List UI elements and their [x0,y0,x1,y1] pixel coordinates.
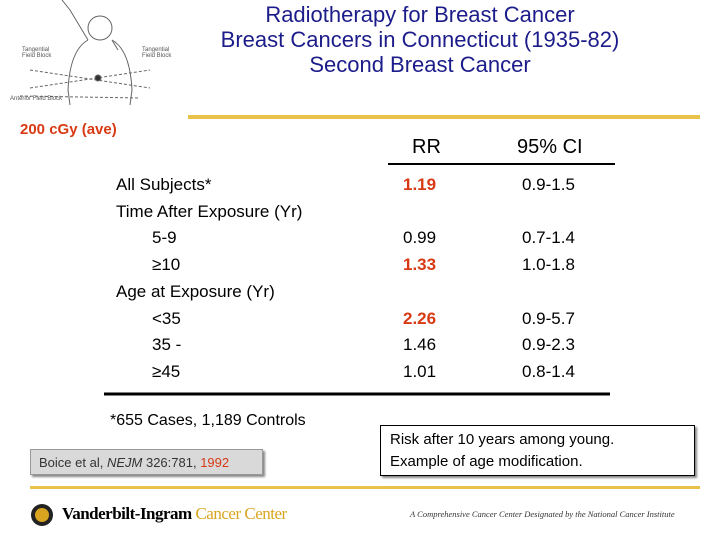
title-line: Radiotherapy for Breast Cancer [265,2,575,27]
ci-value: 1.0-1.8 [522,255,575,275]
rr-value: 2.26 [403,308,437,328]
citation-year: 1992 [200,455,230,470]
figure-label: Tangential Field Block [22,47,52,59]
note-line: Example of age modification. [390,453,583,470]
footer-name-accent: Cancer Center [195,504,287,523]
rr-value: 1.46 [403,335,437,355]
footnote: *655 Cases, 1,189 Controls [110,412,306,429]
ci-value: 0.7-1.4 [522,228,575,248]
subtitle: 200 cGy (ave) [20,121,117,138]
rr-value: 1.33 [403,255,437,275]
note-box: Risk after 10 years among young. Example… [380,425,695,476]
footer-line [30,486,700,489]
rr-value: 1.19 [403,175,437,194]
citation-ref: 326:781, [145,455,197,470]
citation: Boice et al, NEJM 326:781, 1992 [30,449,263,475]
figure-label: Anterior Field Block [10,96,63,102]
row-label: Time After Exposure (Yr) [116,201,303,221]
rr-value: 1.01 [403,361,437,381]
accent-line [188,115,700,119]
figure-label: Tangential Field Block [142,47,172,59]
ci-value: 0.9-1.5 [522,175,575,194]
column-header: RR [412,136,441,158]
rr-value: 0.99 [403,228,437,248]
row-label: ≥45 [152,361,181,381]
title: Radiotherapy for Breast Cancer Breast Ca… [150,2,690,77]
row-label: <35 [152,308,181,328]
logo-inner [35,508,49,522]
row-label: 5-9 [152,228,177,248]
row-label: Age at Exposure (Yr) [116,281,275,301]
column-header: 95% CI [517,136,583,158]
ci-value: 0.9-2.3 [522,335,575,355]
title-line: Breast Cancers in Connecticut (1935-82) [220,27,620,52]
footer-tagline: A Comprehensive Cancer Center Designated… [410,509,675,519]
ci-value: 0.8-1.4 [522,361,575,381]
row-label: 35 - [152,335,182,355]
ci-value: 0.9-5.7 [522,308,575,328]
citation-authors: Boice et al, [39,455,104,470]
illustration [19,0,151,106]
citation-journal: NEJM [106,455,143,470]
footer-name-main: Vanderbilt-Ingram [62,504,192,523]
title-line: Second Breast Cancer [309,52,531,77]
note-line: Risk after 10 years among young. [390,431,615,448]
footer-name: Vanderbilt-Ingram Cancer Center [62,504,287,524]
row-label: All Subjects* [116,175,212,194]
row-label: ≥10 [152,255,181,275]
